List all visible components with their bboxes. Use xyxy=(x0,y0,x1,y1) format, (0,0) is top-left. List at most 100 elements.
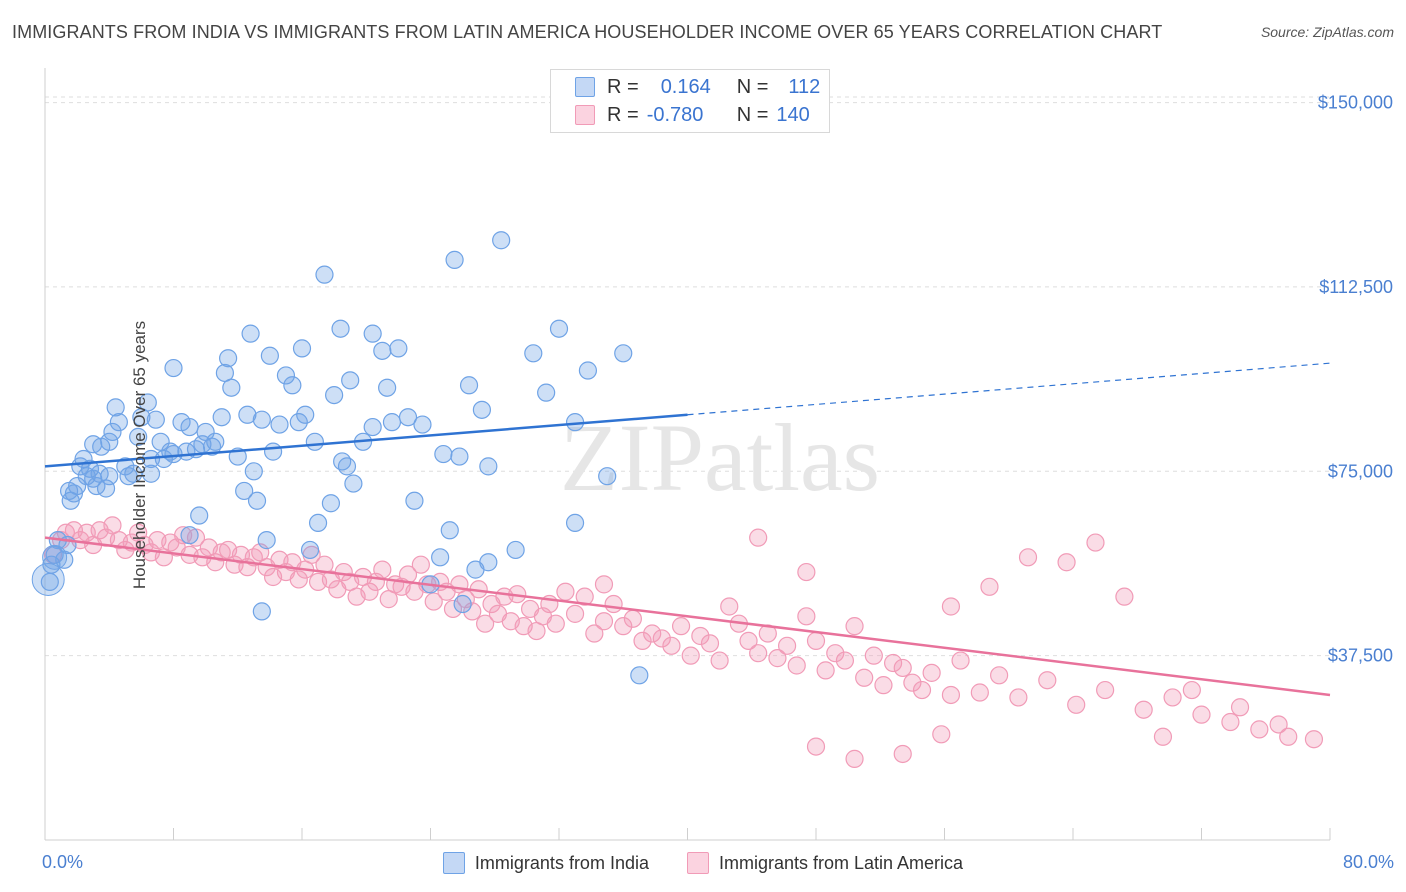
data-point xyxy=(300,540,320,560)
x-tick-max: 80.0% xyxy=(1342,852,1394,872)
latin-swatch xyxy=(575,105,595,125)
legend-row-india: R = 0.164 N = 112 xyxy=(575,73,820,101)
data-point xyxy=(623,609,642,628)
data-point xyxy=(109,413,128,432)
data-point xyxy=(565,604,585,623)
data-point xyxy=(100,432,119,451)
data-point xyxy=(1221,712,1240,732)
n-label: N = xyxy=(736,103,769,126)
data-point xyxy=(874,676,893,695)
data-point xyxy=(549,319,569,338)
data-point xyxy=(247,491,267,510)
source-label: Source: ZipAtlas.com xyxy=(1260,24,1394,40)
data-point xyxy=(1067,695,1086,714)
data-point xyxy=(662,636,681,655)
data-point xyxy=(238,405,257,424)
data-point xyxy=(990,666,1009,685)
data-point xyxy=(835,651,855,670)
data-point xyxy=(524,344,543,363)
data-point xyxy=(106,398,125,417)
data-point xyxy=(344,474,363,493)
data-point xyxy=(321,494,341,513)
data-point xyxy=(382,413,402,432)
data-point xyxy=(1038,671,1057,690)
y-tick-labels: $37,500 $75,000 $112,500 $150,000 xyxy=(1318,93,1393,666)
data-point xyxy=(190,506,209,525)
data-point xyxy=(434,444,453,464)
data-point xyxy=(700,634,720,653)
data-point xyxy=(932,725,951,744)
data-point xyxy=(363,324,382,343)
data-point xyxy=(652,629,671,648)
data-point xyxy=(360,582,379,601)
data-point xyxy=(443,599,463,619)
data-point xyxy=(119,467,138,486)
y-tick-label: $37,500 xyxy=(1328,646,1393,666)
y-axis-label: Householder Income Over 65 years xyxy=(130,320,150,590)
data-point xyxy=(806,631,826,650)
r-label: R = xyxy=(607,75,639,98)
data-point xyxy=(643,624,662,643)
latin-america-points xyxy=(43,516,1324,768)
data-point xyxy=(450,447,469,466)
data-point xyxy=(598,467,617,486)
data-point xyxy=(129,427,148,446)
data-point xyxy=(363,417,382,437)
data-point xyxy=(739,631,758,650)
data-point xyxy=(594,612,614,631)
data-point xyxy=(614,344,633,363)
data-point xyxy=(45,545,64,564)
data-point xyxy=(594,575,614,594)
data-point xyxy=(244,462,263,481)
data-point xyxy=(980,577,999,596)
data-point xyxy=(506,540,525,560)
legend-item-india[interactable]: Immigrants from India xyxy=(442,852,649,874)
data-point xyxy=(951,651,970,670)
data-point xyxy=(749,644,768,663)
data-point xyxy=(797,607,816,626)
data-point xyxy=(1009,688,1028,707)
data-point xyxy=(202,437,222,456)
data-point xyxy=(373,560,392,579)
data-point xyxy=(546,614,565,633)
data-point xyxy=(296,405,315,424)
data-point xyxy=(337,457,357,476)
data-point xyxy=(565,513,585,533)
legend-item-latin[interactable]: Immigrants from Latin America xyxy=(686,852,964,874)
data-point xyxy=(80,459,100,478)
data-point xyxy=(1018,548,1038,567)
data-point xyxy=(215,363,234,383)
correlation-legend: R = 0.164 N = 112 R = -0.780 N = 140 xyxy=(550,69,830,133)
data-point xyxy=(604,594,623,614)
chart-title: IMMIGRANTS FROM INDIA VS IMMIGRANTS FROM… xyxy=(12,22,1163,42)
india-points xyxy=(31,231,649,685)
data-point xyxy=(777,636,797,655)
data-point xyxy=(845,749,864,768)
data-point xyxy=(305,432,324,451)
data-point xyxy=(1115,587,1134,606)
legend-label-latin: Immigrants from Latin America xyxy=(718,852,964,873)
data-point xyxy=(257,531,276,550)
data-point xyxy=(270,415,289,434)
data-point xyxy=(826,644,845,663)
data-point xyxy=(710,651,729,670)
y-tick-label: $150,000 xyxy=(1318,93,1393,113)
data-point xyxy=(146,410,165,429)
data-point xyxy=(405,491,424,510)
india-swatch xyxy=(575,77,595,97)
data-point xyxy=(68,476,87,496)
data-point xyxy=(1192,705,1211,724)
data-point xyxy=(845,617,864,636)
india-trend-line xyxy=(44,413,688,468)
data-point xyxy=(252,410,271,429)
data-point xyxy=(633,631,652,650)
data-point xyxy=(331,319,350,338)
n-value-india: 112 xyxy=(788,75,821,98)
data-point xyxy=(164,358,183,378)
data-point xyxy=(276,366,296,385)
data-point xyxy=(614,617,633,636)
data-point xyxy=(492,231,511,250)
axes xyxy=(44,68,1331,841)
data-point xyxy=(289,570,308,589)
data-point xyxy=(585,624,604,643)
